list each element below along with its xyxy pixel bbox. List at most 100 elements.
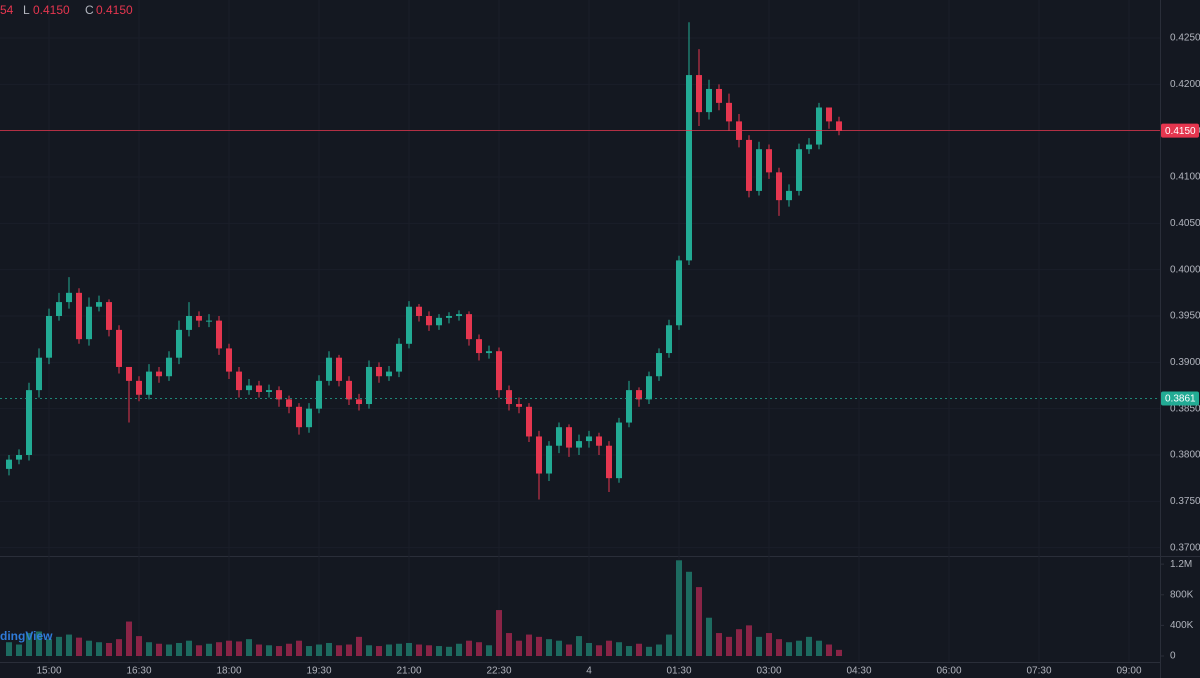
candle-body — [726, 102, 732, 122]
volume-bar — [676, 560, 682, 656]
candle-body — [536, 436, 542, 474]
x-tick-label: 22:30 — [486, 666, 511, 677]
candle-body — [276, 390, 282, 400]
candle-body — [176, 329, 182, 358]
volume-bar — [776, 639, 782, 656]
volume-bar — [316, 644, 322, 656]
volume-bar — [236, 641, 242, 656]
volume-bar — [216, 642, 222, 656]
volume-bar — [126, 621, 132, 656]
y-tick-label: 0.3700 — [1170, 542, 1200, 553]
volume-tick-label: 1.2M — [1170, 559, 1192, 570]
volume-bar — [366, 645, 372, 656]
header-label: C — [85, 3, 94, 17]
volume-bar — [266, 645, 272, 656]
x-tick-label: 04:30 — [846, 666, 871, 677]
volume-bar — [626, 646, 632, 656]
volume-bar — [786, 642, 792, 656]
candle-body — [576, 441, 582, 448]
x-tick-label: 16:30 — [126, 666, 151, 677]
candle-body — [376, 366, 382, 377]
volume-bar — [246, 639, 252, 656]
candle-body — [706, 88, 712, 113]
price-line-tag — [1161, 123, 1199, 138]
volume-bar — [156, 643, 162, 656]
x-tick-label: 18:00 — [216, 666, 241, 677]
volume-bar — [646, 646, 652, 656]
candle-body — [206, 320, 212, 322]
candle-body — [226, 348, 232, 372]
volume-bar — [26, 633, 32, 656]
volume-bar — [706, 617, 712, 656]
candle-body — [246, 385, 252, 391]
candle-body — [566, 427, 572, 448]
volume-bar — [456, 643, 462, 656]
volume-bar — [486, 645, 492, 656]
candle-body — [416, 306, 422, 316]
candle-body — [306, 408, 312, 428]
candle-body — [526, 406, 532, 437]
candle-body — [466, 314, 472, 340]
candle-body — [316, 380, 322, 409]
candle-body — [146, 371, 152, 395]
candle-body — [46, 315, 52, 358]
volume-bar — [76, 637, 82, 656]
volume-bar — [226, 640, 232, 656]
candle-body — [686, 75, 692, 261]
candle-body — [636, 390, 642, 400]
price-line-label: 0.3861 — [1165, 394, 1196, 405]
volume-bar — [436, 646, 442, 656]
candle-body — [326, 357, 332, 381]
volume-bar — [416, 644, 422, 656]
candle-body — [6, 459, 12, 469]
volume-bar — [106, 642, 112, 656]
watermark: dingView — [0, 629, 53, 643]
volume-bar — [476, 642, 482, 656]
volume-bar — [356, 636, 362, 656]
volume-bar — [686, 571, 692, 656]
volume-bar — [616, 642, 622, 656]
candle-body — [676, 260, 682, 326]
volume-tick-label: 0 — [1170, 651, 1176, 662]
volume-bar — [536, 636, 542, 656]
candle-body — [426, 315, 432, 326]
volume-bar — [506, 633, 512, 656]
volume-bar — [566, 644, 572, 656]
volume-bar — [326, 642, 332, 656]
candle-body — [796, 149, 802, 191]
candle-body — [116, 329, 122, 367]
y-tick-label: 0.4000 — [1170, 264, 1200, 275]
volume-bar — [636, 643, 642, 656]
volume-bar — [746, 625, 752, 656]
volume-bar — [6, 642, 12, 656]
candle-body — [496, 351, 502, 391]
candle-body — [386, 371, 392, 377]
volume-bar — [86, 640, 92, 656]
y-tick-label: 0.3900 — [1170, 357, 1200, 368]
candle-body — [456, 314, 462, 316]
volume-bar — [56, 636, 62, 656]
candle-body — [826, 107, 832, 122]
volume-bar — [806, 636, 812, 656]
volume-bar — [516, 640, 522, 656]
candle-body — [556, 427, 562, 446]
y-tick-label: 0.4100 — [1170, 172, 1200, 183]
candle-body — [646, 376, 652, 400]
candle-body — [476, 339, 482, 354]
volume-bar — [696, 587, 702, 656]
volume-bar — [286, 643, 292, 656]
candle-body — [336, 357, 342, 381]
volume-bar — [406, 642, 412, 656]
volume-bar — [66, 634, 72, 656]
volume-tick-label: 400K — [1170, 620, 1194, 631]
candle-body — [546, 445, 552, 474]
volume-bar — [196, 645, 202, 656]
y-tick-label: 0.3800 — [1170, 450, 1200, 461]
candle-body — [66, 292, 72, 303]
price-line-label: 0.4150 — [1165, 126, 1196, 137]
candle-body — [186, 315, 192, 330]
header-value: 54 — [0, 3, 14, 17]
x-tick-label: 4 — [586, 666, 592, 677]
candle-body — [446, 315, 452, 318]
candle-body — [396, 343, 402, 372]
